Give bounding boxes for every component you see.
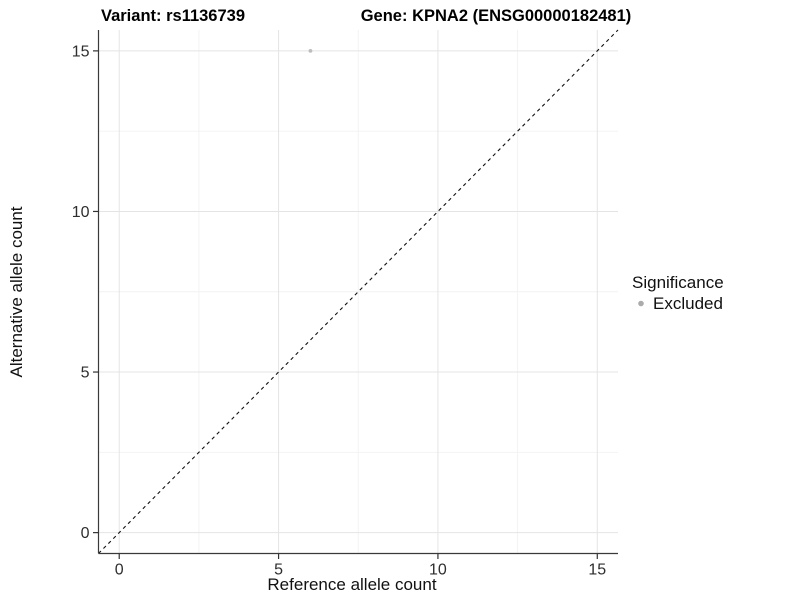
legend-key-dot — [638, 300, 644, 307]
plot-title-variant: Variant: rs1136739 — [101, 7, 245, 25]
legend: Significance Excluded — [632, 273, 724, 313]
y-tick-label: 5 — [81, 365, 90, 382]
y-axis-title: Alternative allele count — [7, 206, 26, 377]
plot-title-gene: Gene: KPNA2 (ENSG00000182481) — [361, 7, 632, 25]
y-tick-label: 0 — [81, 525, 90, 542]
y-tick-label: 15 — [72, 43, 90, 60]
x-axis-title: Reference allele count — [267, 575, 436, 594]
x-tick-label: 15 — [588, 562, 606, 579]
y-tick-label: 10 — [72, 204, 90, 221]
x-tick-label: 0 — [115, 562, 124, 579]
plot-panel: 0 5 10 15 0 5 10 15 — [72, 29, 619, 579]
x-tick-label: 5 — [274, 562, 283, 579]
legend-item-label: Excluded — [653, 294, 723, 313]
x-tick-label: 10 — [429, 562, 447, 579]
legend-title: Significance — [632, 273, 724, 292]
data-point — [308, 48, 313, 53]
